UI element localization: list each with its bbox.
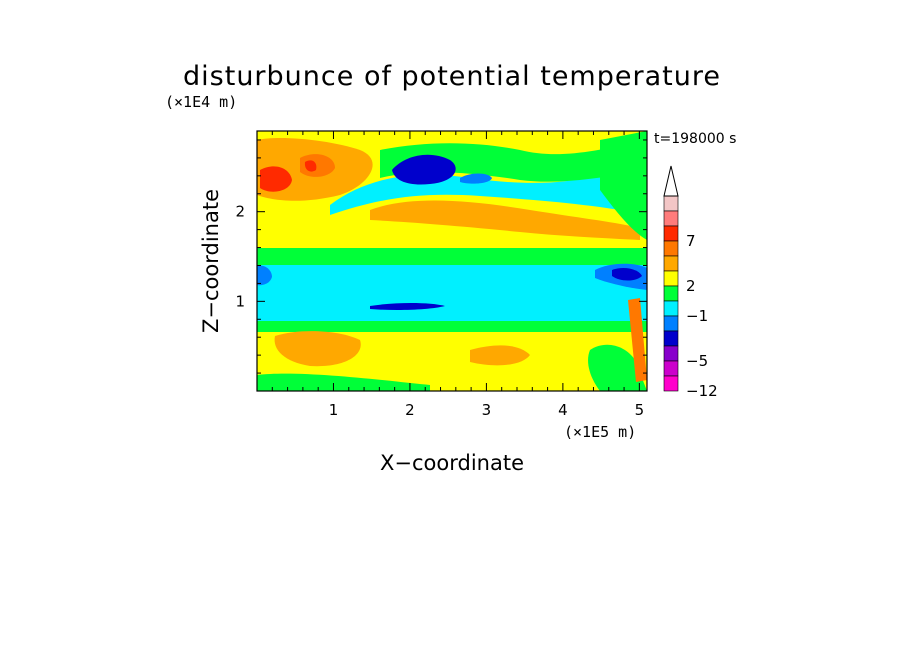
y-unit-label: (×1E4 m) [165, 93, 237, 111]
y-tick-label-2: 2 [235, 203, 245, 221]
field-band-neutral-mid [257, 248, 647, 265]
field-blue-blob-top-2 [460, 173, 492, 184]
field-lower-orange-left [274, 331, 361, 367]
colorbar-swatch [663, 315, 679, 332]
colorbar-extend-triangle [663, 165, 679, 197]
field-left-blue-lens [257, 265, 272, 286]
colorbar-swatch [663, 330, 679, 347]
colorbar-swatch [663, 210, 679, 227]
x-tick-label-3: 3 [482, 401, 492, 419]
colorbar-labels: 7 2 −1 −5 −12 [686, 232, 718, 400]
x-axis-label: X−coordinate [380, 451, 524, 475]
x-tick-label-5: 5 [635, 401, 645, 419]
colorbar-swatch [663, 375, 679, 392]
field-topleft-red [260, 166, 292, 192]
chart-title: disturbunce of potential temperature [183, 61, 721, 92]
x-tick-label-4: 4 [558, 401, 568, 419]
plot-frame [256, 130, 648, 392]
colorbar [663, 165, 679, 392]
y-tick-label-1: 1 [235, 292, 245, 310]
colorbar-label-minus1: −1 [686, 307, 708, 325]
field-lower-orange-mid [470, 345, 530, 366]
colorbar-label-minus12: −12 [686, 382, 718, 400]
field-right-blue-core [612, 268, 642, 281]
field-upper-orange [370, 200, 640, 240]
colorbar-swatch [663, 270, 679, 287]
contour-field [257, 131, 647, 391]
field-topleft-red-core [304, 160, 317, 172]
field-right-red-streak [628, 298, 647, 382]
colorbar-label-7: 7 [686, 232, 696, 250]
colorbar-swatch [663, 240, 679, 257]
field-blue-blob-top [392, 154, 456, 185]
field-right-cool [600, 131, 647, 240]
colorbar-swatch [663, 300, 679, 317]
time-label: t=198000 s [654, 131, 736, 147]
colorbar-swatch [663, 285, 679, 302]
colorbar-swatch [663, 225, 679, 242]
x-unit-label: (×1E5 m) [564, 423, 636, 441]
field-mid-blue-streak [370, 303, 445, 310]
colorbar-swatch [663, 360, 679, 377]
field-topleft-red-2 [300, 154, 335, 177]
colorbar-swatch [663, 195, 679, 212]
y-axis-label: Z−coordinate [199, 189, 223, 333]
x-tick-label-2: 2 [405, 401, 415, 419]
colorbar-swatch [663, 345, 679, 362]
colorbar-label-2: 2 [686, 277, 696, 295]
field-lower-right-neutral [588, 344, 647, 391]
x-tick-label-1: 1 [329, 401, 339, 419]
colorbar-label-minus5: −5 [686, 352, 708, 370]
axis-ticks [257, 131, 647, 391]
axis-tick-labels: 1 2 3 4 5 1 2 [235, 203, 644, 419]
field-bottom-neutral [257, 373, 430, 391]
colorbar-swatch [663, 255, 679, 272]
field-band-cold [257, 263, 647, 321]
